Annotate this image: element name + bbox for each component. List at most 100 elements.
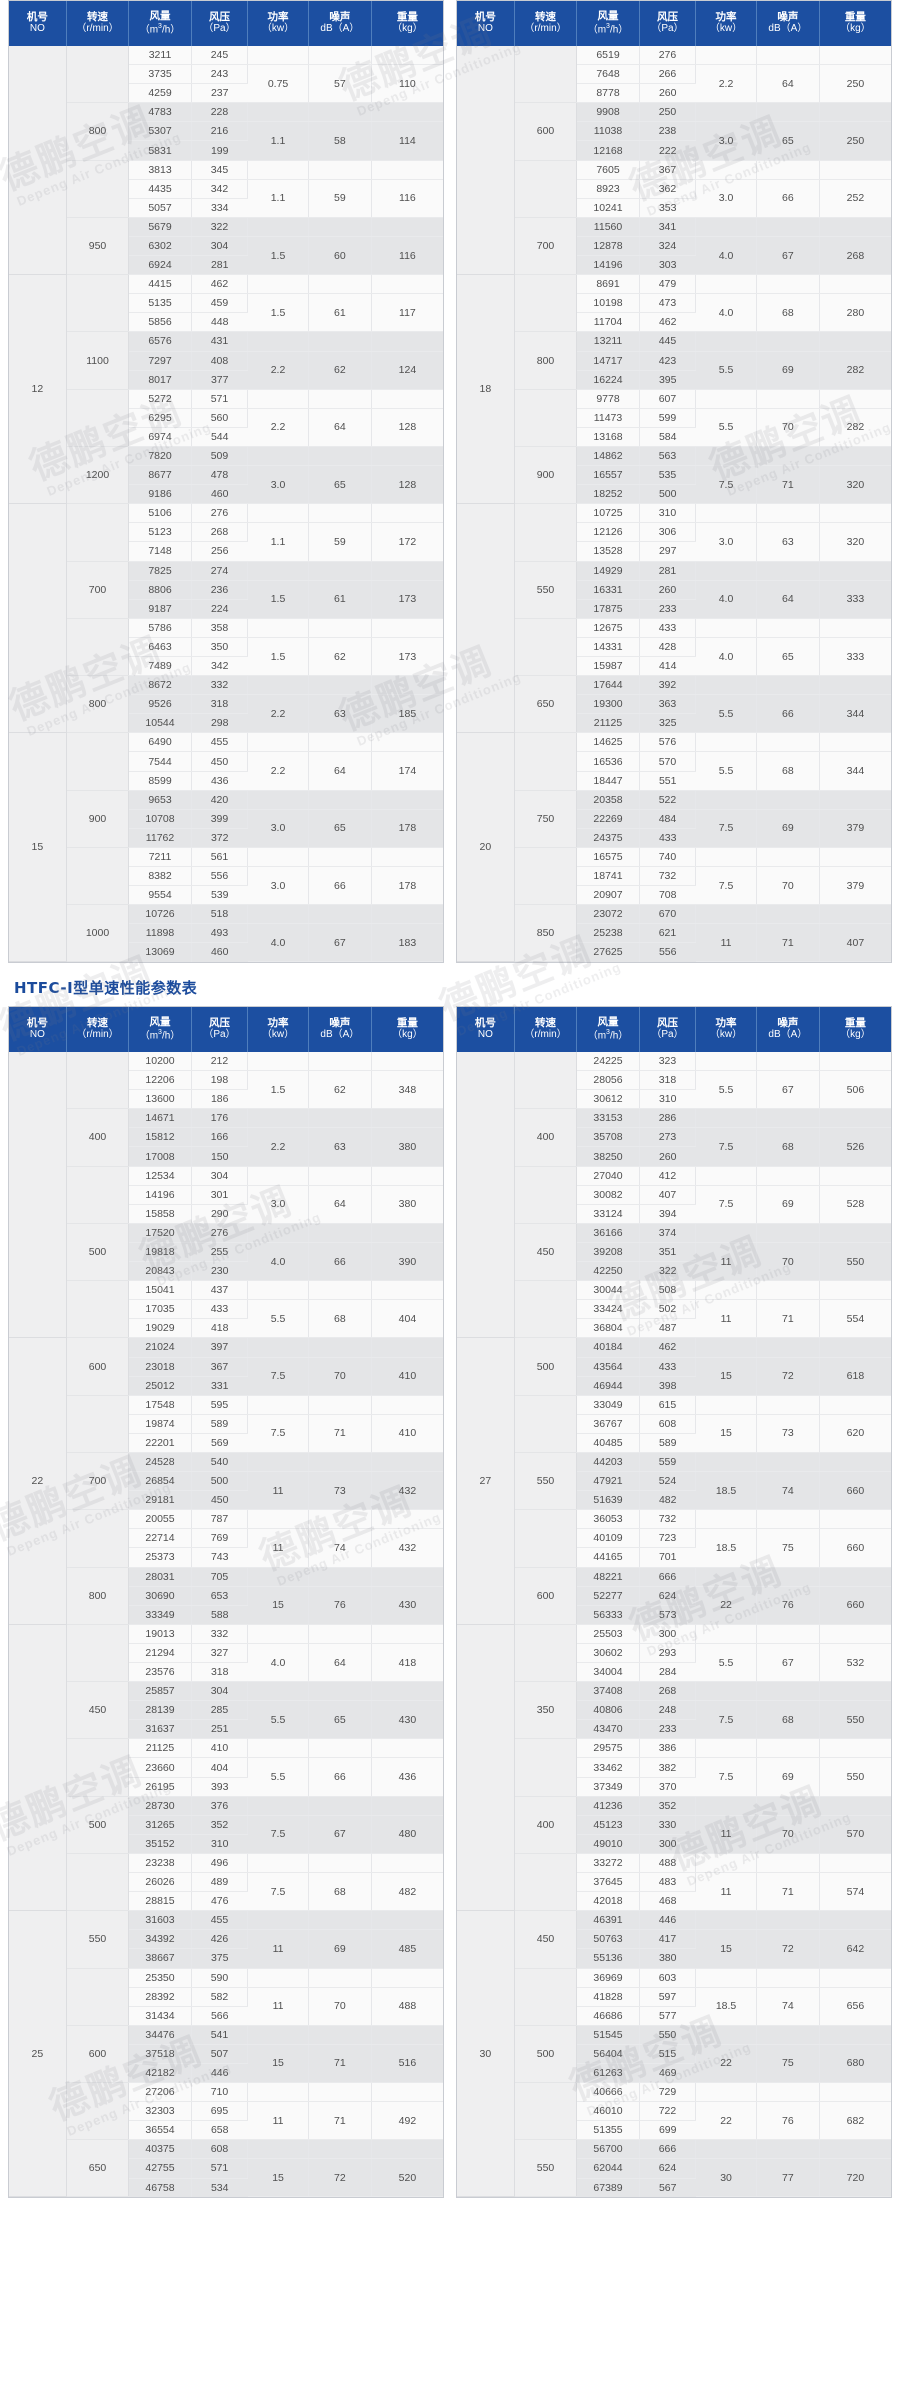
noise-cell: 71: [756, 1872, 820, 1912]
table-row: 5123 268 1.1 59 172: [9, 522, 443, 562]
model-no-spacer: [457, 1624, 515, 1912]
weight-spacer: [371, 1223, 443, 1243]
noise-cell: 69: [756, 351, 820, 390]
noise-spacer: [756, 1280, 820, 1301]
speed-cell: 700: [514, 217, 578, 276]
weight-spacer: [371, 2025, 443, 2045]
noise-cell: 69: [756, 1757, 820, 1797]
noise-spacer: [308, 732, 372, 753]
table-row: 15812 166 2.2 63 380: [9, 1127, 443, 1167]
air-volume-cell: 15987: [576, 656, 640, 677]
noise-spacer: [756, 732, 820, 753]
column-header-unit: （r/min）: [524, 1029, 567, 1041]
column-header-cn: 风量: [149, 1015, 171, 1028]
noise-cell: 75: [756, 1528, 820, 1568]
column-header-cn: 风量: [597, 1015, 619, 1028]
air-volume-cell: 33153: [576, 1108, 640, 1129]
air-pressure-cell: 414: [639, 656, 696, 677]
air-volume-cell: 29181: [128, 1490, 192, 1511]
weight-cell: 528: [819, 1185, 891, 1224]
column-header-unit: NO: [477, 1029, 493, 1041]
power-cell: 4.0: [695, 236, 757, 276]
noise-spacer: [308, 389, 372, 409]
weight-cell: 252: [819, 179, 891, 218]
table-row: 8923 362 3.0 66 252: [457, 179, 891, 218]
air-pressure-cell: 237: [191, 83, 248, 104]
air-volume-cell: 14196: [576, 255, 640, 276]
air-pressure-cell: 508: [639, 1280, 697, 1301]
column-header-cn: 功率: [267, 1016, 289, 1029]
table-row: 6463 350 1.5 62 173: [9, 637, 443, 677]
air-volume-cell: 14625: [576, 732, 640, 753]
air-volume-cell: 6295: [128, 408, 192, 428]
air-pressure-cell: 695: [191, 2101, 249, 2122]
speed-cell: 600: [514, 102, 578, 161]
table-row: 62044 624 30 77 720: [457, 2158, 891, 2198]
power-cell: 7.5: [247, 1414, 309, 1453]
speed-spacer: [514, 274, 578, 333]
noise-cell: 70: [756, 1815, 820, 1854]
weight-cell: 516: [371, 2044, 443, 2084]
table-row: 46010 722 22 76 682: [457, 2101, 891, 2141]
table-row: 13168 584: [457, 427, 891, 447]
table-row: 550 14929 281: [457, 561, 891, 619]
air-volume-cell: 4435: [128, 179, 192, 199]
power-spacer: [247, 1166, 309, 1186]
noise-cell: 71: [308, 2044, 372, 2084]
air-volume-cell: 28031: [128, 1567, 192, 1587]
noise-spacer: [308, 618, 372, 638]
weight-cell: 485: [371, 1929, 443, 1969]
table-row: 27206 710: [9, 2082, 443, 2141]
air-pressure-cell: 166: [191, 1127, 249, 1148]
noise-spacer: [756, 1337, 820, 1358]
air-pressure-cell: 382: [639, 1757, 697, 1778]
table-row: 8778 260: [457, 83, 891, 104]
noise-spacer: [308, 46, 372, 66]
weight-cell: 532: [819, 1643, 891, 1683]
table-row: 5786 358: [9, 618, 443, 677]
power-cell: 1.1: [247, 121, 309, 161]
table-row: 33272 488: [457, 1853, 891, 1912]
noise-cell: 68: [308, 1299, 372, 1339]
table-header-row: 机号 NO 转速 （r/min） 风量 （m3/h） 风压 （Pa） 功率 （kw） 噪声 dB（A）…: [9, 1, 443, 46]
speed-cell: 900: [514, 446, 578, 505]
model-no-cell: 25: [9, 1910, 67, 2198]
air-volume-cell: 9778: [576, 389, 640, 409]
air-pressure-cell: 500: [191, 1471, 249, 1492]
column-header-cn: 重量: [396, 10, 418, 23]
air-pressure-cell: 327: [191, 1643, 249, 1664]
air-pressure-cell: 397: [191, 1337, 249, 1358]
air-pressure-cell: 478: [191, 465, 249, 486]
weight-spacer: [819, 618, 891, 638]
air-volume-cell: 5272: [128, 389, 192, 409]
column-header-noise: 噪声 dB（A）: [308, 1, 372, 46]
table-row: 29181 450: [9, 1490, 443, 1511]
air-pressure-cell: 260: [639, 1146, 696, 1167]
air-pressure-cell: 377: [191, 370, 248, 390]
speed-spacer: [514, 1280, 578, 1339]
air-volume-cell: 10198: [576, 293, 640, 314]
air-pressure-cell: 460: [191, 942, 248, 962]
air-pressure-cell: 250: [639, 102, 697, 123]
power-cell: 11: [695, 1242, 757, 1282]
air-volume-cell: 10726: [128, 904, 192, 925]
column-header-cn: 噪声: [777, 1016, 799, 1029]
power-cell: 1.5: [247, 293, 309, 333]
column-header-unit: （m3/h）: [587, 1028, 629, 1041]
air-volume-cell: 56700: [576, 2139, 640, 2160]
noise-spacer: [756, 675, 820, 696]
speed-cell: 400: [66, 1108, 130, 1167]
column-header-cn: 重量: [844, 10, 866, 23]
air-pressure-cell: 342: [191, 656, 248, 677]
table-row: 23238 496: [9, 1853, 443, 1912]
air-volume-cell: 5856: [128, 312, 192, 333]
weight-spacer: [371, 1166, 443, 1186]
speed-spacer: [514, 389, 578, 447]
power-cell: 11: [695, 923, 757, 962]
air-volume-cell: 14862: [576, 446, 640, 467]
air-pressure-cell: 484: [639, 809, 697, 829]
air-volume-cell: 46010: [576, 2101, 640, 2122]
air-pressure-cell: 260: [639, 83, 696, 104]
table-row: 3813 345: [9, 160, 443, 218]
weight-spacer: [819, 1910, 891, 1931]
